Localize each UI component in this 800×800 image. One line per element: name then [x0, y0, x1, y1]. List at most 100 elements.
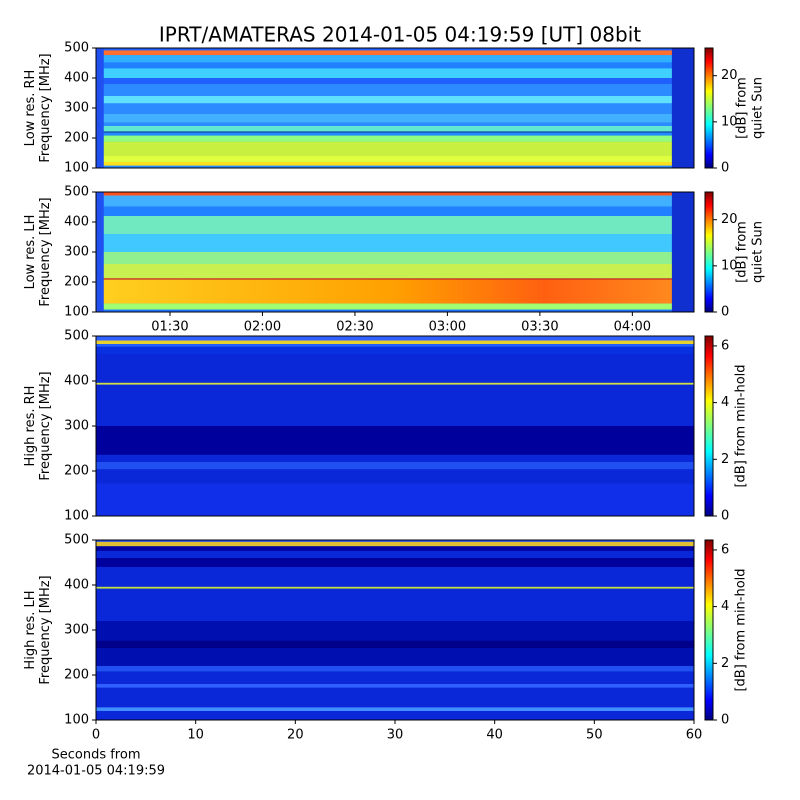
y-tick-label: 500 — [64, 533, 89, 548]
spectrogram-band — [96, 114, 694, 123]
spectrogram-band — [96, 141, 694, 156]
colorbar-label: quiet Sun — [751, 221, 766, 283]
spectrogram-band — [671, 48, 694, 168]
x-tick-label: 50 — [586, 728, 603, 743]
spectrogram — [96, 48, 694, 168]
spectrogram-band — [96, 707, 694, 711]
y-tick-label: 300 — [64, 101, 89, 116]
spectrogram-band — [96, 62, 694, 69]
spectrogram-band — [96, 156, 694, 162]
colorbar-tick-label: 2 — [721, 656, 729, 671]
spectrogram-band — [96, 132, 694, 136]
x-tick-label: 10 — [187, 728, 204, 743]
spectrogram-band — [96, 192, 694, 196]
x-tick-label: 0 — [92, 728, 100, 743]
spectrogram-band — [96, 336, 694, 341]
y-tick-label: 100 — [64, 713, 89, 728]
x-tick-label: 60 — [686, 728, 703, 743]
y-axis-label: High res. RH — [23, 386, 38, 467]
spectrogram-band — [96, 462, 694, 470]
spectrogram-band — [96, 192, 104, 312]
y-axis-label: High res. LH — [23, 590, 38, 669]
colorbar-tick-label: 4 — [721, 395, 729, 410]
spectrogram-band — [96, 546, 694, 551]
spectrogram-band — [96, 135, 694, 142]
colorbar-tick-label: 2 — [721, 452, 729, 467]
spectrogram-band — [96, 586, 694, 589]
spectrogram-band — [96, 126, 694, 132]
spectrogram-band — [96, 50, 694, 56]
y-tick-label: 500 — [64, 41, 89, 56]
y-tick-label: 300 — [64, 419, 89, 434]
colorbar-tick-label: 10 — [721, 258, 738, 273]
colorbar-tick-label: 0 — [721, 161, 729, 176]
colorbar-label: [dB] from min-hold — [734, 568, 749, 691]
y-tick-label: 400 — [64, 71, 89, 86]
spectrogram-band — [96, 234, 694, 252]
figure-title: IPRT/AMATERAS 2014-01-05 04:19:59 [UT] 0… — [159, 23, 641, 47]
x-axis-label: Seconds from — [51, 748, 140, 763]
colorbar-label: quiet Sun — [751, 77, 766, 139]
y-axis-label: Frequency [MHz] — [38, 371, 53, 480]
y-tick-label: 500 — [64, 185, 89, 200]
spectrogram-band — [96, 309, 694, 312]
spectrogram-band — [96, 264, 694, 279]
spectrogram-band — [96, 303, 694, 310]
y-tick-label: 100 — [64, 509, 89, 524]
spectrogram-band — [96, 48, 104, 168]
y-tick-label: 200 — [64, 275, 89, 290]
spectrogram-band — [96, 684, 694, 688]
spectrogram-band — [96, 558, 694, 567]
colorbar — [704, 47, 714, 169]
colorbar-tick-label: 10 — [721, 114, 738, 129]
y-tick-label: 500 — [64, 329, 89, 344]
y-axis-label: Frequency [MHz] — [38, 197, 53, 306]
spectrogram-band — [96, 252, 694, 264]
y-axis-label: Frequency [MHz] — [38, 53, 53, 162]
spectrogram-band — [96, 131, 694, 133]
spectrogram-band — [96, 344, 694, 347]
x-tick-label: 40 — [486, 728, 503, 743]
spectrogram-band — [96, 483, 694, 516]
y-tick-label: 200 — [64, 464, 89, 479]
x-tick-label: 02:30 — [336, 320, 373, 335]
spectrogram-band — [96, 540, 694, 542]
colorbar — [704, 335, 714, 517]
x-axis-label: 2014-01-05 04:19:59 — [27, 764, 165, 779]
y-tick-label: 200 — [64, 668, 89, 683]
colorbar-tick-label: 0 — [721, 509, 729, 524]
spectrogram-band — [96, 278, 694, 280]
colorbar-label: [dB] from min-hold — [734, 364, 749, 487]
y-tick-label: 400 — [64, 578, 89, 593]
spectrogram-band — [96, 279, 694, 304]
spectrogram-band — [96, 340, 694, 345]
colorbar-tick-label: 4 — [721, 599, 729, 614]
x-tick-label: 01:30 — [151, 320, 188, 335]
x-tick-label: 02:00 — [244, 320, 281, 335]
colorbar-label: [dB] from — [735, 77, 750, 139]
spectrogram-band — [96, 666, 694, 672]
spectrogram-band — [96, 426, 694, 455]
spectrogram-band — [96, 68, 694, 78]
spectrogram-band — [96, 382, 694, 385]
spectrogram — [96, 336, 694, 516]
spectrogram-band — [96, 206, 694, 216]
x-tick-label: 30 — [387, 728, 404, 743]
x-tick-label: 04:00 — [614, 320, 651, 335]
y-axis-label: Frequency [MHz] — [38, 575, 53, 684]
spectrogram-band — [96, 55, 694, 63]
x-tick-label: 03:00 — [429, 320, 466, 335]
spectrogram-band — [671, 192, 694, 312]
x-tick-label: 03:30 — [521, 320, 558, 335]
colorbar-tick-label: 20 — [721, 212, 738, 227]
spectrogram-band — [96, 346, 694, 354]
colorbar-label: [dB] from — [735, 221, 750, 283]
y-tick-label: 400 — [64, 374, 89, 389]
y-axis-label: Low res. RH — [23, 70, 38, 147]
y-tick-label: 100 — [64, 161, 89, 176]
y-tick-label: 300 — [64, 245, 89, 260]
y-tick-label: 200 — [64, 131, 89, 146]
spectrogram-band — [96, 541, 694, 547]
colorbar-tick-label: 6 — [721, 542, 729, 557]
